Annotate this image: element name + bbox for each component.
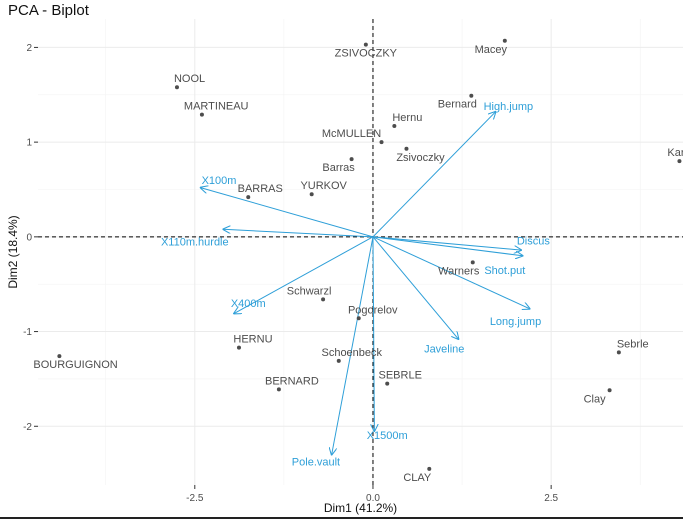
individual-point xyxy=(616,350,621,355)
individual-label: Sebrle xyxy=(617,338,649,350)
variable-label: Long.jump xyxy=(490,316,541,328)
x-tick-label: -2.5 xyxy=(186,493,204,504)
x-tick-label: 0.0 xyxy=(366,493,380,504)
individual-label: Schoenbeck xyxy=(321,347,382,359)
individual-point xyxy=(321,297,326,302)
individual-label: Schwarzl xyxy=(287,285,332,297)
chart-title: PCA - Biplot xyxy=(8,2,89,19)
variable-arrow xyxy=(234,236,374,314)
individual-label: NOOL xyxy=(174,73,205,85)
individual-point xyxy=(363,42,368,47)
individual-point xyxy=(309,192,314,197)
individual-label: MARTINEAU xyxy=(184,101,249,113)
y-tick-label: 0 xyxy=(26,232,32,243)
y-axis-title: Dim2 (18.4%) xyxy=(6,215,20,288)
variable-arrow xyxy=(332,236,374,455)
variable-arrow xyxy=(373,236,374,431)
variable-arrow xyxy=(372,236,459,339)
individual-point xyxy=(469,93,474,98)
variable-arrow xyxy=(223,229,373,238)
variable-arrow xyxy=(200,188,374,238)
variable-label: High.jump xyxy=(484,101,534,113)
individual-point xyxy=(427,466,432,471)
individual-point xyxy=(392,124,397,129)
variable-label: Pole.vault xyxy=(292,456,340,468)
individual-label: Zsivoczky xyxy=(396,152,445,164)
individual-point xyxy=(174,85,179,90)
individual-label: YURKOV xyxy=(300,180,347,192)
y-tick-label: -1 xyxy=(23,327,32,338)
individual-label: Warners xyxy=(438,265,480,277)
individual-point xyxy=(677,159,682,164)
y-tick-label: -2 xyxy=(23,422,32,433)
variable-label: X110m.hurdle xyxy=(161,237,229,249)
individual-label: Karpov xyxy=(667,147,683,159)
individual-point xyxy=(276,387,281,392)
individual-point xyxy=(607,388,612,393)
individual-label: Macey xyxy=(475,44,508,56)
individual-point xyxy=(236,345,241,350)
individual-point xyxy=(57,354,62,359)
individual-point xyxy=(385,381,390,386)
individual-point xyxy=(199,112,204,117)
x-tick-label: 2.5 xyxy=(544,493,558,504)
individual-label: BARRAS xyxy=(238,183,283,195)
variable-label: Discus xyxy=(517,236,551,248)
variable-arrow xyxy=(372,236,521,250)
individual-point xyxy=(404,146,409,151)
individual-point xyxy=(336,358,341,363)
individual-point xyxy=(349,157,354,162)
individual-label: Pogorelov xyxy=(348,304,398,316)
y-tick-label: 2 xyxy=(26,43,32,54)
individual-label: Clay xyxy=(584,393,607,405)
individual-label: McMULLEN xyxy=(322,128,381,140)
y-tick-label: 1 xyxy=(26,138,32,149)
individual-point xyxy=(379,140,384,145)
variable-arrow xyxy=(372,236,530,309)
individual-label: Bernard xyxy=(438,99,477,111)
variable-label: Shot.put xyxy=(484,265,525,277)
individual-label: Barras xyxy=(322,162,355,174)
individual-label: CLAY xyxy=(403,472,432,484)
variable-label: Javeline xyxy=(424,344,464,356)
individual-point xyxy=(502,38,507,43)
individual-label: BOURGUIGNON xyxy=(33,359,117,371)
individual-label: BERNARD xyxy=(265,375,319,387)
individual-label: SEBRLE xyxy=(379,370,422,382)
variable-label: X400m xyxy=(231,298,266,310)
variable-label: X1500m xyxy=(367,430,408,442)
individual-label: HERNU xyxy=(233,334,272,346)
variable-arrow xyxy=(372,236,523,256)
individual-point xyxy=(356,316,361,321)
individual-point xyxy=(470,260,475,265)
bottom-border xyxy=(0,517,683,519)
individual-label: ZSIVOCZKY xyxy=(335,48,398,60)
x-axis-title: Dim1 (41.2%) xyxy=(324,501,397,515)
individual-label: Hernu xyxy=(392,112,422,124)
variable-label: X100m xyxy=(202,175,237,187)
plot-panel xyxy=(38,19,683,485)
variable-arrow xyxy=(372,112,496,238)
individual-point xyxy=(246,195,251,200)
